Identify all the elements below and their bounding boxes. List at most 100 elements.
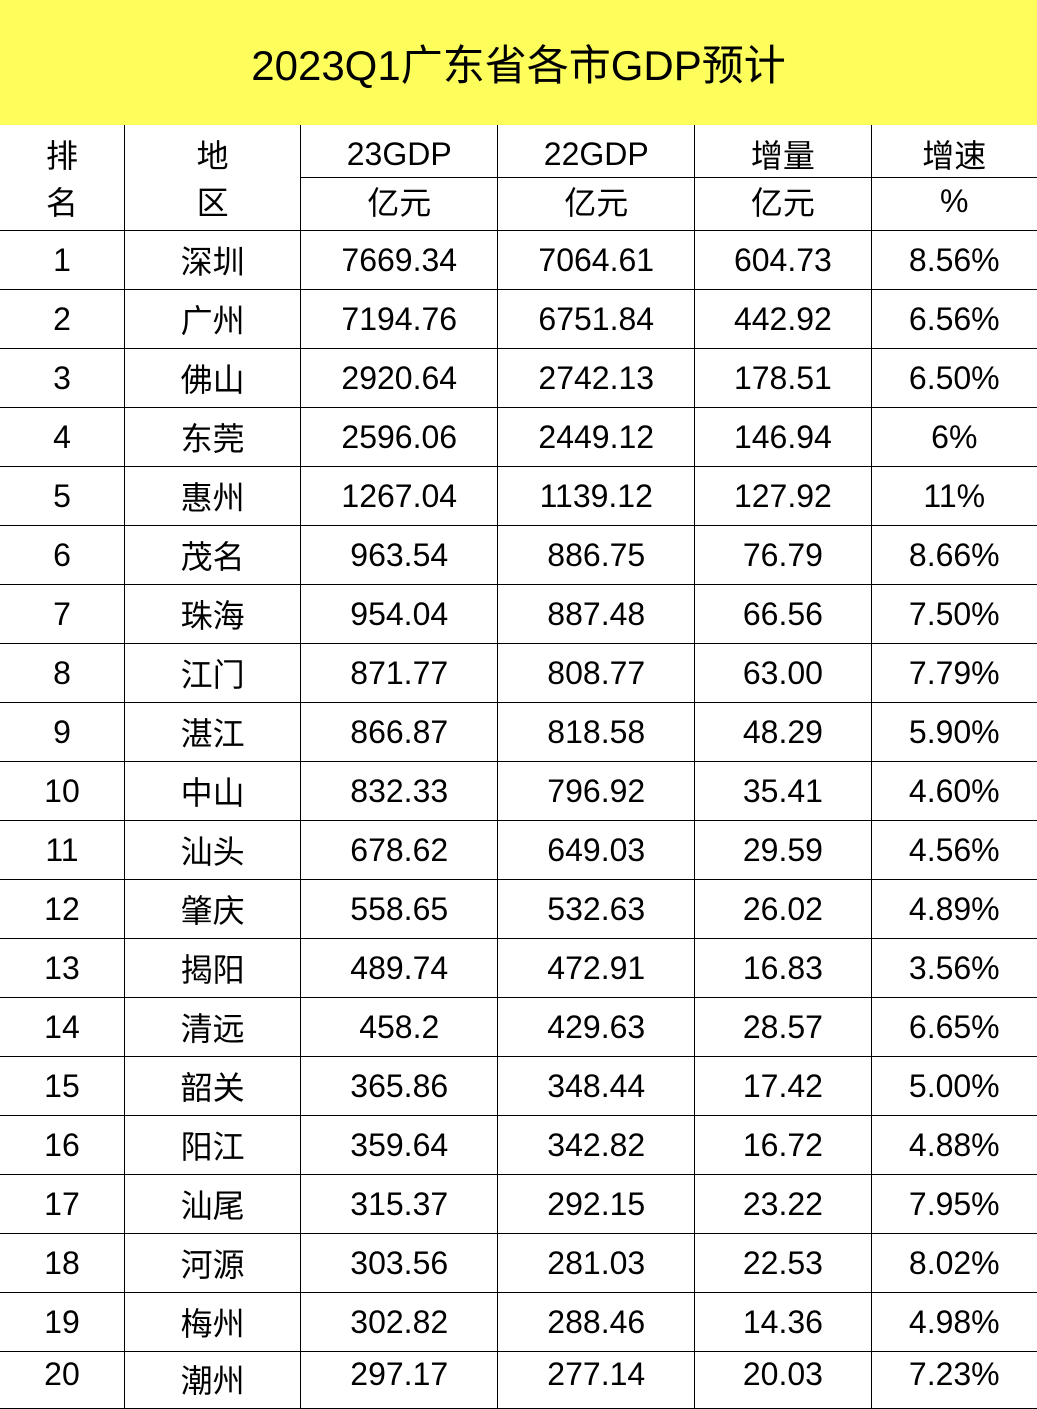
header-gdp22-bottom: 亿元 xyxy=(498,178,695,231)
cell-gdp22: 281.03 xyxy=(498,1234,695,1293)
cell-rank: 8 xyxy=(0,644,124,703)
cell-gdp23: 7669.34 xyxy=(301,231,498,290)
cell-region: 河源 xyxy=(124,1234,300,1293)
cell-increment: 442.92 xyxy=(695,290,871,349)
cell-rank: 1 xyxy=(0,231,124,290)
cell-increment: 66.56 xyxy=(695,585,871,644)
cell-region: 东莞 xyxy=(124,408,300,467)
cell-growth: 7.50% xyxy=(871,585,1037,644)
header-gdp23-top: 23GDP xyxy=(301,125,498,178)
header-growth-bottom: % xyxy=(871,178,1037,231)
cell-region: 潮州 xyxy=(124,1352,300,1409)
cell-region: 江门 xyxy=(124,644,300,703)
cell-region: 梅州 xyxy=(124,1293,300,1352)
header-gdp22-top: 22GDP xyxy=(498,125,695,178)
cell-rank: 16 xyxy=(0,1116,124,1175)
cell-increment: 29.59 xyxy=(695,821,871,880)
cell-increment: 28.57 xyxy=(695,998,871,1057)
cell-gdp23: 2596.06 xyxy=(301,408,498,467)
cell-gdp23: 866.87 xyxy=(301,703,498,762)
cell-increment: 178.51 xyxy=(695,349,871,408)
cell-rank: 13 xyxy=(0,939,124,998)
cell-gdp22: 288.46 xyxy=(498,1293,695,1352)
cell-gdp23: 871.77 xyxy=(301,644,498,703)
page-title: 2023Q1广东省各市GDP预计 xyxy=(0,0,1037,125)
cell-growth: 6% xyxy=(871,408,1037,467)
cell-region: 韶关 xyxy=(124,1057,300,1116)
cell-growth: 4.98% xyxy=(871,1293,1037,1352)
cell-gdp23: 678.62 xyxy=(301,821,498,880)
cell-region: 汕尾 xyxy=(124,1175,300,1234)
cell-region: 湛江 xyxy=(124,703,300,762)
cell-gdp22: 2449.12 xyxy=(498,408,695,467)
cell-region: 阳江 xyxy=(124,1116,300,1175)
cell-growth: 8.66% xyxy=(871,526,1037,585)
cell-gdp23: 297.17 xyxy=(301,1352,498,1409)
header-rank-bottom: 名 xyxy=(0,178,124,231)
cell-growth: 6.56% xyxy=(871,290,1037,349)
cell-gdp23: 458.2 xyxy=(301,998,498,1057)
table-row: 9湛江866.87818.5848.295.90% xyxy=(0,703,1037,762)
cell-gdp23: 954.04 xyxy=(301,585,498,644)
cell-rank: 7 xyxy=(0,585,124,644)
cell-gdp23: 832.33 xyxy=(301,762,498,821)
gdp-table: 排 地 23GDP 22GDP 增量 增速 名 区 亿元 亿元 亿元 % 1深圳… xyxy=(0,125,1037,1409)
cell-growth: 6.50% xyxy=(871,349,1037,408)
cell-gdp23: 302.82 xyxy=(301,1293,498,1352)
table-row: 3佛山2920.642742.13178.516.50% xyxy=(0,349,1037,408)
cell-growth: 5.90% xyxy=(871,703,1037,762)
table-row: 14清远458.2429.6328.576.65% xyxy=(0,998,1037,1057)
cell-region: 佛山 xyxy=(124,349,300,408)
cell-increment: 16.72 xyxy=(695,1116,871,1175)
cell-gdp23: 489.74 xyxy=(301,939,498,998)
table-row: 1深圳7669.347064.61604.738.56% xyxy=(0,231,1037,290)
cell-gdp22: 2742.13 xyxy=(498,349,695,408)
cell-gdp23: 303.56 xyxy=(301,1234,498,1293)
cell-growth: 4.89% xyxy=(871,880,1037,939)
cell-growth: 3.56% xyxy=(871,939,1037,998)
cell-gdp23: 7194.76 xyxy=(301,290,498,349)
cell-gdp23: 315.37 xyxy=(301,1175,498,1234)
cell-gdp22: 429.63 xyxy=(498,998,695,1057)
cell-rank: 19 xyxy=(0,1293,124,1352)
cell-region: 珠海 xyxy=(124,585,300,644)
cell-region: 清远 xyxy=(124,998,300,1057)
table-row: 12肇庆558.65532.6326.024.89% xyxy=(0,880,1037,939)
table-row: 17汕尾315.37292.1523.227.95% xyxy=(0,1175,1037,1234)
cell-increment: 26.02 xyxy=(695,880,871,939)
cell-gdp23: 359.64 xyxy=(301,1116,498,1175)
cell-growth: 7.95% xyxy=(871,1175,1037,1234)
cell-increment: 604.73 xyxy=(695,231,871,290)
cell-gdp22: 796.92 xyxy=(498,762,695,821)
table-header: 排 地 23GDP 22GDP 增量 增速 名 区 亿元 亿元 亿元 % xyxy=(0,125,1037,231)
cell-gdp22: 342.82 xyxy=(498,1116,695,1175)
cell-gdp22: 6751.84 xyxy=(498,290,695,349)
cell-region: 深圳 xyxy=(124,231,300,290)
table-row: 2广州7194.766751.84442.926.56% xyxy=(0,290,1037,349)
header-growth-top: 增速 xyxy=(871,125,1037,178)
cell-rank: 11 xyxy=(0,821,124,880)
table-row: 18河源303.56281.0322.538.02% xyxy=(0,1234,1037,1293)
cell-gdp23: 365.86 xyxy=(301,1057,498,1116)
cell-rank: 2 xyxy=(0,290,124,349)
cell-growth: 4.56% xyxy=(871,821,1037,880)
cell-gdp22: 472.91 xyxy=(498,939,695,998)
cell-growth: 7.79% xyxy=(871,644,1037,703)
cell-rank: 4 xyxy=(0,408,124,467)
cell-rank: 3 xyxy=(0,349,124,408)
cell-rank: 9 xyxy=(0,703,124,762)
cell-increment: 35.41 xyxy=(695,762,871,821)
cell-gdp22: 886.75 xyxy=(498,526,695,585)
table-row: 20潮州297.17277.1420.037.23% xyxy=(0,1352,1037,1409)
cell-gdp23: 2920.64 xyxy=(301,349,498,408)
cell-rank: 18 xyxy=(0,1234,124,1293)
header-region-bottom: 区 xyxy=(124,178,300,231)
cell-region: 惠州 xyxy=(124,467,300,526)
cell-growth: 6.65% xyxy=(871,998,1037,1057)
cell-increment: 17.42 xyxy=(695,1057,871,1116)
cell-gdp22: 1139.12 xyxy=(498,467,695,526)
cell-increment: 22.53 xyxy=(695,1234,871,1293)
cell-increment: 48.29 xyxy=(695,703,871,762)
table-row: 4东莞2596.062449.12146.946% xyxy=(0,408,1037,467)
header-region-top: 地 xyxy=(124,125,300,178)
